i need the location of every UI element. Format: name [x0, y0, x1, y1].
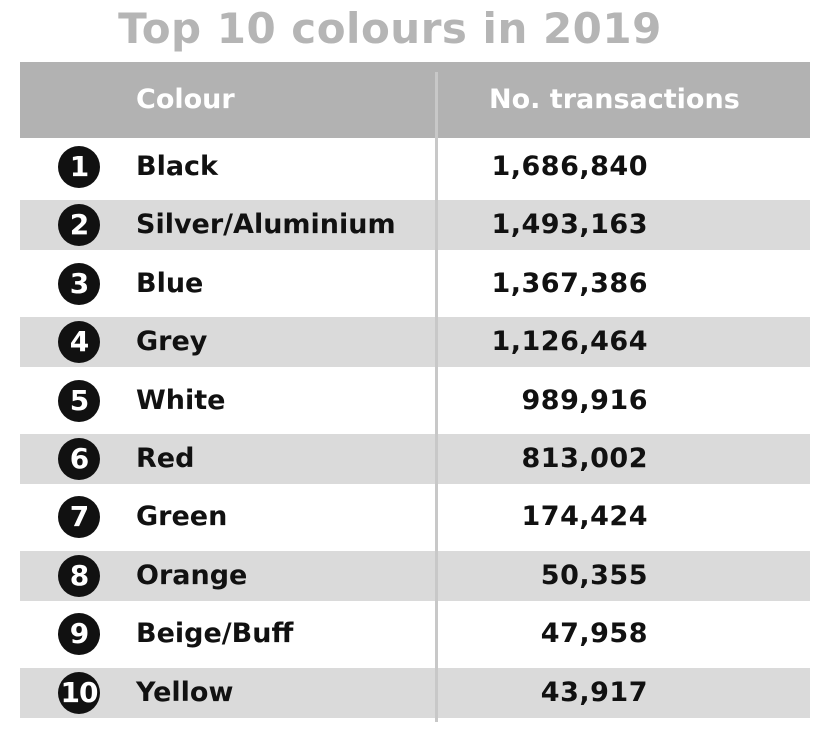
table-row: 6 Red 813,002 — [20, 433, 810, 484]
rank-badge: 5 — [58, 379, 100, 422]
table-header: Colour No. transactions — [20, 62, 810, 138]
rank-badge: 1 — [58, 146, 100, 188]
colour-column-header: Colour — [136, 84, 235, 115]
colour-name: Blue — [136, 267, 204, 299]
transactions-value: 174,424 — [521, 501, 648, 533]
transactions-value: 47,958 — [540, 618, 648, 650]
transactions-value: 1,686,840 — [491, 151, 648, 182]
table-row: 7 Green 174,424 — [20, 492, 810, 543]
transactions-value: 50,355 — [540, 559, 648, 591]
colour-name: Yellow — [136, 676, 234, 708]
colour-name: White — [136, 384, 226, 416]
table-row: 4 Grey 1,126,464 — [20, 317, 810, 368]
transactions-value: 1,493,163 — [491, 209, 648, 241]
colour-name: Black — [136, 151, 219, 182]
colour-name: Grey — [136, 326, 208, 358]
transactions-value: 1,367,386 — [491, 267, 648, 299]
table-row: 8 Orange 50,355 — [20, 550, 810, 601]
colour-name: Green — [136, 501, 228, 533]
table-row: 9 Beige/Buff 47,958 — [20, 609, 810, 660]
rank-badge: 10 — [58, 671, 100, 714]
rank-badge: 6 — [58, 437, 100, 480]
colour-name: Orange — [136, 559, 248, 591]
rank-badge: 3 — [58, 262, 100, 305]
colour-name: Red — [136, 442, 195, 474]
transactions-value: 43,917 — [540, 676, 648, 708]
colour-name: Silver/Aluminium — [136, 209, 396, 241]
rank-badge: 4 — [58, 321, 100, 364]
transactions-value: 813,002 — [521, 442, 648, 474]
column-divider — [435, 72, 438, 722]
table-body: 1 Black 1,686,840 2 Silver/Aluminium 1,493,16… — [20, 142, 810, 718]
transactions-value: 1,126,464 — [491, 326, 648, 358]
colours-table: Colour No. transactions 1 Black 1,686,840 2… — [20, 62, 810, 718]
colour-name: Beige/Buff — [136, 618, 294, 650]
table-row: 5 White 989,916 — [20, 375, 810, 426]
rank-badge: 7 — [58, 496, 100, 539]
rank-badge: 8 — [58, 554, 100, 597]
table-row: 1 Black 1,686,840 — [20, 142, 810, 192]
table-row: 2 Silver/Aluminium 1,493,163 — [20, 200, 810, 251]
rank-badge: 2 — [58, 204, 100, 247]
transactions-value: 989,916 — [521, 384, 648, 416]
table-row: 3 Blue 1,367,386 — [20, 258, 810, 309]
rank-badge: 9 — [58, 613, 100, 656]
transactions-column-header: No. transactions — [489, 84, 740, 115]
chart-title: Top 10 colours in 2019 — [118, 4, 662, 53]
table-row: 10 Yellow 43,917 — [20, 667, 810, 718]
